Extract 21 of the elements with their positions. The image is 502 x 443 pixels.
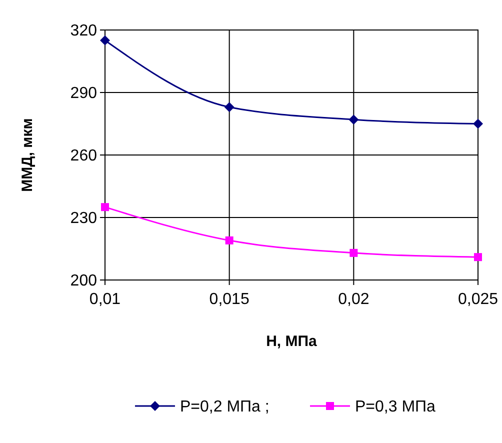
y-tick-label: 260 xyxy=(70,148,98,165)
point xyxy=(473,118,483,129)
x-tick-label: 0,02 xyxy=(338,291,370,308)
legend-label: P=0,2 МПа ; xyxy=(180,398,270,416)
x-tick-label: 0,025 xyxy=(458,291,498,308)
point xyxy=(350,248,358,257)
y-tick-label: 200 xyxy=(70,272,98,290)
x-tick-label: 0,01 xyxy=(89,291,121,308)
point xyxy=(100,35,110,46)
x-tick-label: 0,015 xyxy=(209,291,250,308)
y-tick-label: 290 xyxy=(70,85,98,102)
point xyxy=(101,203,109,212)
point xyxy=(348,114,359,125)
y-tick-label: 230 xyxy=(70,210,98,228)
y-tick-label: 320 xyxy=(70,22,98,40)
x-axis-title: H, МПа xyxy=(266,333,318,350)
y-axis-title: ММД, мкм xyxy=(19,118,36,192)
legend-label: P=0,3 МПа xyxy=(355,398,436,416)
point xyxy=(474,253,482,262)
point xyxy=(224,102,234,112)
point xyxy=(225,236,234,244)
